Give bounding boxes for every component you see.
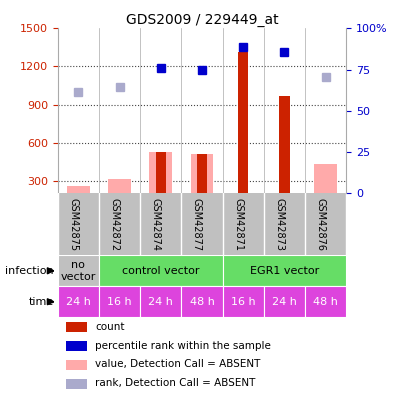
Text: GSM42874: GSM42874 [151,198,161,252]
Text: EGR1 vector: EGR1 vector [250,266,319,276]
Bar [108,179,131,194]
Bar [149,151,172,194]
Bar [66,379,87,389]
Text: GSM42876: GSM42876 [316,198,326,252]
Bar [279,96,290,194]
Bar [99,286,140,317]
Bar [222,255,346,286]
Bar [156,151,166,194]
Text: infection: infection [5,266,54,276]
Bar [66,360,87,370]
Text: no
vector: no vector [60,260,96,281]
Text: 48 h: 48 h [313,297,338,307]
Text: GSM42875: GSM42875 [68,198,78,252]
Bar [197,154,207,194]
Text: GSM42873: GSM42873 [275,198,285,252]
Bar [314,164,337,194]
Title: GDS2009 / 229449_at: GDS2009 / 229449_at [126,13,278,27]
Text: 24 h: 24 h [148,297,173,307]
Bar [305,286,346,317]
Bar [191,154,213,194]
Text: rank, Detection Call = ABSENT: rank, Detection Call = ABSENT [95,378,256,388]
Bar [264,286,305,317]
Text: value, Detection Call = ABSENT: value, Detection Call = ABSENT [95,360,261,369]
Text: 24 h: 24 h [66,297,91,307]
Text: 16 h: 16 h [107,297,132,307]
Bar [66,322,87,332]
Text: control vector: control vector [122,266,199,276]
Text: time: time [28,297,54,307]
Bar [238,53,248,194]
Bar [181,286,222,317]
Text: GSM42871: GSM42871 [233,198,243,252]
Bar [99,255,222,286]
Bar [58,255,99,286]
Bar [140,286,181,317]
Text: 48 h: 48 h [189,297,215,307]
Bar [67,186,90,194]
Text: 24 h: 24 h [272,297,297,307]
Text: 16 h: 16 h [231,297,256,307]
Bar [66,341,87,351]
Text: GSM42877: GSM42877 [192,198,202,252]
Text: count: count [95,322,125,332]
Text: GSM42872: GSM42872 [109,198,119,252]
Text: percentile rank within the sample: percentile rank within the sample [95,341,271,351]
Bar [222,286,264,317]
Bar [58,286,99,317]
